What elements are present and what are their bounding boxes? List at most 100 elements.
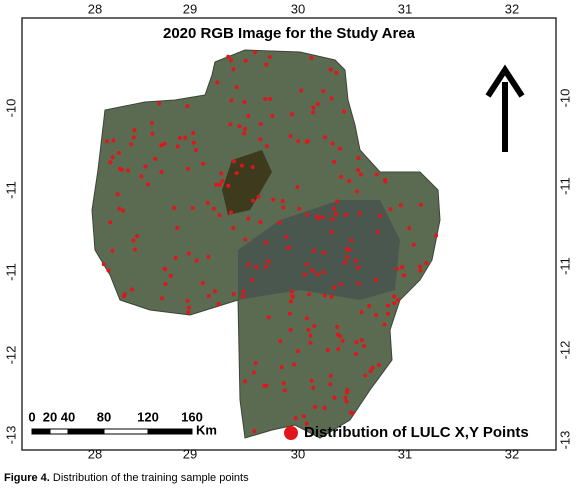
top-tick-label: 29 (183, 1, 197, 16)
bottom-tick-label: 28 (88, 446, 102, 461)
sample-point (286, 245, 291, 250)
left-tick-label: -12 (3, 346, 18, 365)
sample-point (343, 395, 348, 400)
sample-point (149, 121, 154, 125)
sample-point (246, 216, 251, 221)
sample-point (159, 143, 164, 148)
sample-point (153, 156, 158, 161)
sample-point (334, 70, 339, 75)
sample-point (332, 159, 336, 164)
sample-point (162, 266, 167, 271)
sample-point (340, 338, 345, 343)
sample-point (374, 277, 379, 282)
top-tick-label: 31 (398, 1, 412, 16)
right-tick-label: -11 (557, 177, 572, 195)
sample-point (163, 282, 168, 286)
sample-point (117, 206, 122, 211)
sample-point (287, 311, 292, 316)
sample-point (263, 96, 268, 101)
sample-point (186, 305, 191, 310)
sample-point (243, 237, 248, 242)
map-title: 2020 RGB Image for the Study Area (163, 25, 416, 42)
sample-point (290, 294, 295, 299)
sample-point (131, 135, 136, 140)
sample-point (375, 229, 380, 234)
top-tick-label: 30 (291, 1, 305, 16)
sample-point (339, 282, 343, 287)
sample-point (160, 296, 164, 301)
scale-segment (147, 428, 193, 435)
sample-point (407, 226, 412, 231)
bottom-tick-label: 29 (183, 446, 197, 461)
coordinate-ticks: 28 29 30 31 32 28 29 30 31 32 -10 -11 -11 -12 -13 -10 -1… (3, 1, 572, 461)
sample-point (392, 294, 397, 299)
sample-point (135, 234, 139, 239)
sample-point (362, 344, 367, 349)
sample-point (159, 170, 164, 174)
sample-point (356, 156, 361, 160)
sample-point (332, 285, 337, 290)
sample-point (234, 85, 239, 90)
sample-point (132, 128, 137, 133)
sample-point (335, 332, 340, 337)
sample-point (214, 182, 218, 187)
sample-point (242, 100, 247, 104)
sample-point (242, 131, 247, 136)
sample-point (335, 199, 340, 204)
sample-point (264, 144, 269, 149)
sample-point (211, 206, 216, 211)
sample-point (253, 361, 258, 366)
sample-point (356, 168, 361, 173)
sample-point (110, 248, 115, 253)
sample-point (266, 315, 271, 320)
sample-point (320, 215, 325, 220)
sample-point (143, 164, 148, 169)
sample-point (282, 388, 287, 393)
sample-point (299, 88, 304, 93)
sample-point (353, 352, 358, 357)
sample-point (185, 298, 190, 303)
sample-point (243, 58, 248, 63)
sample-point (308, 333, 313, 338)
sample-point (349, 238, 354, 243)
sample-point (220, 179, 225, 184)
sample-point (288, 134, 293, 139)
sample-point (367, 304, 372, 308)
sample-point (250, 165, 255, 170)
sample-point (288, 327, 293, 332)
sample-point (130, 287, 135, 292)
sample-point (278, 339, 283, 344)
sample-point (281, 205, 286, 210)
sample-point (264, 62, 269, 67)
sample-point (266, 259, 271, 264)
sample-point (301, 414, 306, 419)
sample-point (121, 208, 126, 213)
sample-point (175, 225, 180, 230)
sample-point (206, 294, 211, 299)
sample-point (280, 199, 285, 203)
sample-point (323, 135, 328, 140)
sample-point (190, 206, 195, 210)
scale-label: 0 (28, 409, 35, 424)
top-tick-label: 28 (88, 1, 102, 16)
sample-point (216, 302, 221, 306)
sample-point (186, 166, 190, 171)
sample-point (162, 141, 167, 146)
sample-point (311, 110, 315, 115)
sample-point (241, 294, 246, 299)
sample-point (168, 273, 173, 278)
sample-point (111, 138, 116, 143)
sample-point (343, 212, 348, 217)
sample-point (322, 405, 327, 410)
sample-point (226, 54, 231, 59)
sample-point (345, 255, 350, 260)
sample-point (191, 131, 196, 136)
scale-label: 120 (137, 409, 159, 424)
scale-unit: Km (196, 422, 217, 437)
sample-point (315, 214, 319, 219)
sample-point (304, 316, 309, 321)
scale-segment (67, 428, 105, 435)
sample-point (378, 213, 382, 218)
sample-point (418, 202, 423, 207)
sample-point (321, 250, 326, 255)
